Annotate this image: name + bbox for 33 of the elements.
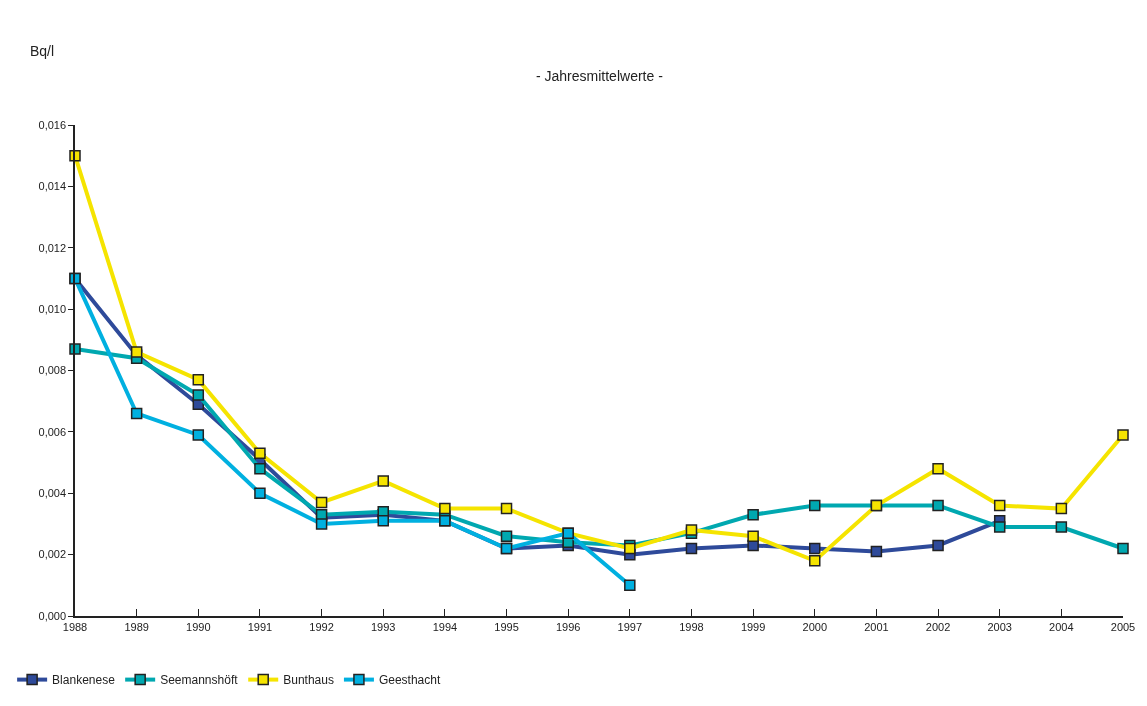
- x-tick-label: 2003: [987, 620, 1012, 633]
- y-tick-label: 0,008: [38, 364, 67, 377]
- x-tick-label: 2001: [864, 620, 889, 633]
- x-tick-label: 2000: [802, 620, 827, 633]
- x-tick-label: 1993: [371, 620, 396, 633]
- legend-label: Blankenese: [52, 673, 116, 688]
- chart-title: - Jahresmittelwerte -: [536, 68, 664, 84]
- x-tick-label: 1988: [62, 620, 88, 633]
- y-tick-label: 0,016: [38, 118, 67, 131]
- x-tick-label: 1990: [186, 620, 211, 633]
- y-tick-label: 0,002: [38, 548, 67, 561]
- x-tick-label: 2005: [1110, 620, 1136, 633]
- x-tick-label: 1999: [740, 620, 766, 633]
- y-tick-label: 0,014: [38, 180, 67, 193]
- legend-label: Seemannshöft: [160, 673, 239, 688]
- x-tick-label: 1998: [679, 620, 704, 633]
- x-tick-label: 2004: [1049, 620, 1074, 633]
- legend-label: Geesthacht: [378, 673, 441, 688]
- x-tick-label: 1994: [432, 620, 458, 633]
- legend-label: Bunthaus: [283, 673, 334, 688]
- x-tick-label: 1991: [247, 620, 273, 633]
- x-tick-label: 1996: [555, 620, 581, 633]
- y-tick-label: 0,012: [38, 241, 67, 254]
- x-tick-label: 1995: [494, 620, 519, 633]
- y-tick-label: 0,010: [38, 302, 67, 315]
- x-tick-label: 1997: [617, 620, 643, 633]
- y-tick-label: 0,006: [38, 425, 67, 438]
- x-tick-label: 2002: [925, 620, 951, 633]
- y-axis-title: Bq/l: [30, 43, 55, 59]
- y-tick-label: 0,000: [38, 609, 67, 622]
- y-tick-label: 0,004: [38, 487, 67, 500]
- x-tick-label: 1989: [124, 620, 149, 633]
- x-tick-label: 1992: [309, 620, 334, 633]
